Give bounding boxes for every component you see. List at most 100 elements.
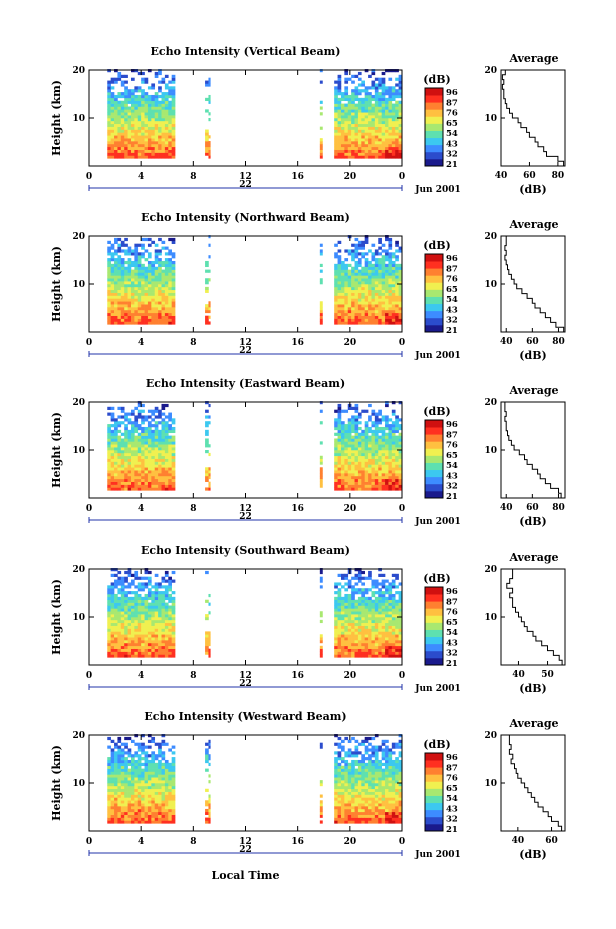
heatmap-cell <box>161 441 166 445</box>
heatmap-cell <box>385 281 389 285</box>
heatmap-cell <box>340 461 345 465</box>
heatmap-cell <box>127 450 132 454</box>
heatmap-cell <box>158 814 162 818</box>
heatmap-cell <box>134 794 139 798</box>
heatmap-cell <box>319 481 323 485</box>
heatmap-cell <box>205 97 209 102</box>
heatmap-cell <box>385 69 389 73</box>
heatmap-cell <box>127 797 132 801</box>
heatmap-cell <box>354 645 359 649</box>
heatmap-cell <box>385 115 389 119</box>
heatmap-cell <box>388 628 393 632</box>
heatmap-cell <box>117 481 122 485</box>
heatmap-cell <box>137 811 142 815</box>
colorbar-tick-label: 43 <box>446 471 458 481</box>
heatmap-cell <box>388 464 393 468</box>
heatmap-cell <box>354 120 359 125</box>
heatmap-cell <box>137 426 142 431</box>
heatmap-cell <box>344 89 349 93</box>
heatmap-cell <box>168 464 172 468</box>
heatmap-cell <box>364 315 369 319</box>
heatmap-cell <box>130 596 135 601</box>
panel-title: Echo Intensity (Southward Beam) <box>141 544 350 557</box>
heatmap-cell <box>168 424 172 428</box>
heatmap-cell <box>158 309 162 314</box>
heatmap-cell <box>110 568 115 572</box>
heatmap-cell <box>120 654 125 658</box>
heatmap-cell <box>334 94 338 99</box>
heatmap-cell <box>124 800 128 804</box>
heatmap-cell <box>334 602 338 606</box>
heatmap-cell <box>388 295 393 299</box>
heatmap-cell <box>337 473 342 477</box>
heatmap-cell <box>161 628 166 632</box>
heatmap-cell <box>168 237 172 242</box>
heatmap-cell <box>364 109 369 113</box>
heatmap-cell <box>120 452 125 457</box>
heatmap-cell <box>141 791 145 795</box>
heatmap-cell <box>347 461 352 465</box>
heatmap-cell <box>134 754 139 758</box>
heatmap-cell <box>110 298 115 302</box>
heatmap-cell <box>158 123 162 127</box>
heatmap-cell <box>137 797 142 801</box>
heatmap-cell <box>134 464 139 468</box>
heatmap-cell <box>147 619 152 624</box>
heatmap-cell <box>134 637 139 641</box>
heatmap-cell <box>340 438 345 442</box>
colorbar-swatch <box>425 95 443 103</box>
heatmap-cell <box>319 252 323 256</box>
heatmap-cell <box>134 631 139 635</box>
heatmap-cell <box>110 619 115 624</box>
heatmap-cell <box>351 444 355 448</box>
heatmap-cell <box>134 803 139 807</box>
heatmap-cell <box>351 464 355 468</box>
heatmap-cell <box>361 593 365 598</box>
heatmap-cell <box>158 69 162 73</box>
heatmap-cell <box>164 473 169 477</box>
heatmap-cell <box>354 295 359 299</box>
heatmap-cell <box>340 426 345 431</box>
colorbar-swatch <box>425 622 443 630</box>
heatmap-cell <box>130 648 135 652</box>
heatmap-cell <box>158 149 162 153</box>
heatmap-cell <box>395 576 399 580</box>
heatmap-cell <box>147 307 152 311</box>
heatmap-cell <box>364 155 369 159</box>
heatmap-cell <box>354 432 359 436</box>
heatmap-cell <box>134 118 139 122</box>
heatmap-cell <box>124 808 128 813</box>
heatmap-cell <box>391 447 396 451</box>
heatmap-cell <box>351 648 355 652</box>
heatmap-cell <box>354 484 359 488</box>
heatmap-cell <box>144 582 149 586</box>
heatmap-cell <box>334 120 338 125</box>
colorbar-tick-label: 32 <box>446 482 458 492</box>
heatmap-cell <box>168 654 172 658</box>
heatmap-cell <box>147 806 152 810</box>
heatmap-cell <box>158 768 162 772</box>
heatmap-cell <box>117 748 122 752</box>
heatmap-cell <box>117 304 122 308</box>
heatmap-cell <box>371 622 376 626</box>
heatmap-cell <box>371 582 376 586</box>
heatmap-cell <box>137 309 142 314</box>
heatmap-cell <box>381 481 386 485</box>
heatmap-cell <box>110 461 115 465</box>
heatmap-cell <box>347 155 352 159</box>
heatmap-cell <box>347 637 352 641</box>
heatmap-cell <box>361 628 365 632</box>
heatmap-cell <box>347 611 352 615</box>
heatmap-cell <box>371 619 376 624</box>
heatmap-cell <box>385 103 389 107</box>
heatmap-cell <box>154 573 159 577</box>
heatmap-cell <box>127 286 132 291</box>
heatmap-cell <box>127 146 132 150</box>
heatmap-cell <box>144 441 149 445</box>
heatmap-cell <box>161 281 166 285</box>
heatmap-cell <box>354 275 359 279</box>
heatmap-cell <box>127 315 132 319</box>
heatmap-cell <box>110 605 115 609</box>
heatmap-cell <box>110 146 115 150</box>
